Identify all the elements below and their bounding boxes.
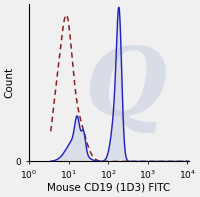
- X-axis label: Mouse CD19 (1D3) FITC: Mouse CD19 (1D3) FITC: [47, 183, 171, 193]
- Y-axis label: Count: Count: [4, 67, 14, 98]
- Text: Q: Q: [84, 44, 166, 134]
